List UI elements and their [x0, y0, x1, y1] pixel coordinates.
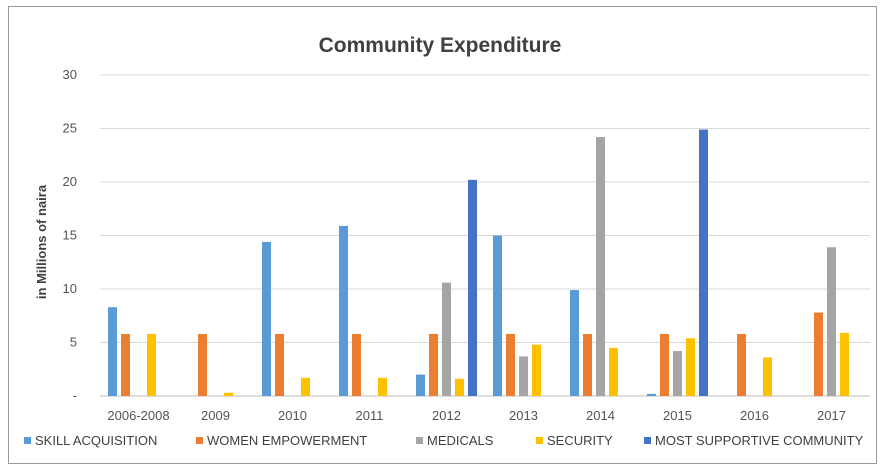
- bar-2012-security: [455, 378, 464, 396]
- bar-2012-medicals: [442, 282, 451, 396]
- legend-label: MOST SUPPORTIVE COMMUNITY: [655, 433, 864, 448]
- legend: SKILL ACQUISITION WOMEN EMPOWERMENT MEDICA…: [24, 433, 864, 448]
- bar-2013-women-empowerment: [506, 333, 515, 396]
- bar-2013-security: [532, 344, 541, 396]
- y-axis-label: in Millions of naira: [34, 184, 49, 299]
- bar-2014-medicals: [596, 137, 605, 396]
- bar-2014-women-empowerment: [583, 333, 592, 396]
- bar-2010-skill-acquisition: [262, 241, 271, 396]
- y-tick-label: 30: [63, 67, 77, 82]
- bar-2015-skill-acquisition: [647, 393, 656, 396]
- bar-2015-medicals: [673, 351, 682, 396]
- legend-swatch: [24, 437, 31, 444]
- bar-2015-most-supportive-community: [699, 129, 708, 396]
- bars: [108, 129, 849, 396]
- x-tick-labels: 2006-2008 2009 2010 2011 2012 2013 2014 2015 201…: [107, 408, 846, 423]
- x-tick-label: 2015: [663, 408, 692, 423]
- bar-2012-women-empowerment: [429, 333, 438, 396]
- legend-swatch: [416, 437, 423, 444]
- x-tick-label: 2014: [586, 408, 615, 423]
- bar-2016-women-empowerment: [737, 333, 746, 396]
- legend-swatch: [644, 437, 651, 444]
- bar-2016-security: [763, 357, 772, 396]
- bar-2015-security: [686, 338, 695, 396]
- gridlines: [100, 74, 870, 397]
- bar-2006-2008-security: [147, 333, 156, 396]
- y-tick-labels: - 5 10 15 20 25 30: [63, 67, 77, 403]
- bar-2009-security: [224, 392, 233, 396]
- bar-2011-skill-acquisition: [339, 225, 348, 396]
- bar-2015-women-empowerment: [660, 333, 669, 396]
- y-tick-label: 15: [63, 228, 77, 243]
- y-tick-label: 20: [63, 174, 77, 189]
- legend-label: SKILL ACQUISITION: [35, 433, 157, 448]
- x-tick-label: 2017: [817, 408, 846, 423]
- x-tick-label: 2016: [740, 408, 769, 423]
- legend-swatch: [196, 437, 203, 444]
- y-tick-label: -: [73, 388, 77, 403]
- legend-label: WOMEN EMPOWERMENT: [207, 433, 367, 448]
- chart-title: Community Expenditure: [319, 34, 562, 57]
- bar-2017-medicals: [827, 247, 836, 396]
- bar-2011-security: [378, 377, 387, 396]
- bar-2013-medicals: [519, 356, 528, 396]
- bar-2009-women-empowerment: [198, 333, 207, 396]
- bar-2010-security: [301, 377, 310, 396]
- x-tick-label: 2012: [432, 408, 461, 423]
- y-tick-label: 10: [63, 281, 77, 296]
- bar-2010-women-empowerment: [275, 333, 284, 396]
- bar-2006-2008-skill-acquisition: [108, 307, 117, 396]
- legend-swatch: [536, 437, 543, 444]
- y-tick-label: 25: [63, 121, 77, 136]
- x-tick-label: 2010: [278, 408, 307, 423]
- bar-2017-security: [840, 332, 849, 396]
- bar-2014-skill-acquisition: [570, 290, 579, 396]
- bar-2006-2008-women-empowerment: [121, 333, 130, 396]
- bar-2014-security: [609, 347, 618, 396]
- legend-label: SECURITY: [547, 433, 613, 448]
- bar-2011-women-empowerment: [352, 333, 361, 396]
- x-tick-label: 2011: [356, 408, 384, 423]
- x-tick-label: 2006-2008: [107, 408, 169, 423]
- y-tick-label: 5: [70, 335, 77, 350]
- legend-label: MEDICALS: [427, 433, 494, 448]
- bar-2017-women-empowerment: [814, 312, 823, 396]
- bar-2012-most-supportive-community: [468, 179, 477, 396]
- x-tick-label: 2013: [509, 408, 538, 423]
- bar-2012-skill-acquisition: [416, 374, 425, 396]
- bar-2013-skill-acquisition: [493, 235, 502, 396]
- x-tick-label: 2009: [201, 408, 230, 423]
